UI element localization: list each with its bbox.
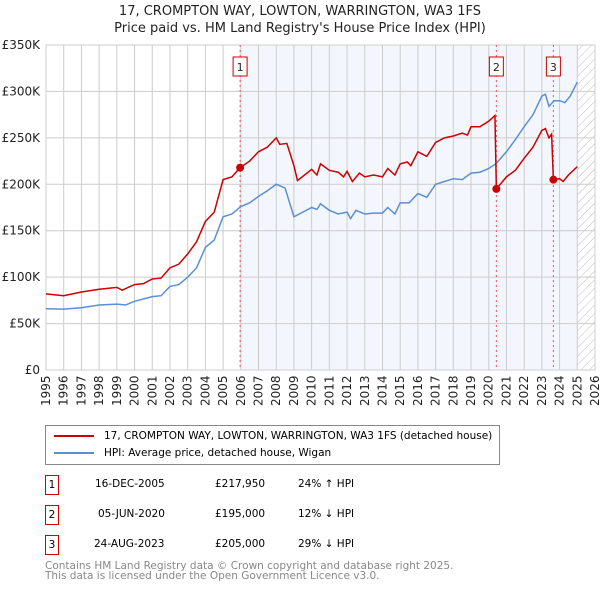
sale-hpi: 29% ↓ HPI (298, 538, 355, 550)
y-tick-label: £200K (2, 177, 42, 191)
x-tick-label: 2017 (429, 375, 443, 406)
legend-swatch-blue (54, 452, 94, 454)
y-tick-label: £0 (25, 363, 40, 377)
ownership-shade (240, 45, 578, 370)
sale-label: 2 (493, 61, 500, 74)
x-tick-label: 2009 (287, 375, 301, 406)
footer-line: This data is licensed under the Open Gov… (45, 570, 380, 582)
sale-row: 2 05-JUN-2020 £195,000 12% ↓ HPI (45, 505, 445, 525)
x-tick-label: 2002 (163, 375, 177, 406)
x-tick-label: 2019 (464, 375, 478, 406)
price-line (45, 113, 578, 297)
hpi-line (45, 81, 578, 310)
legend-label: 17, CROMPTON WAY, LOWTON, WARRINGTON, WA… (104, 430, 493, 442)
sale-date: 24-AUG-2023 (94, 538, 165, 550)
y-tick-label: £50K (9, 317, 41, 331)
x-tick-label: 1997 (74, 375, 88, 406)
x-tick-label: 2023 (535, 375, 549, 406)
x-tick-label: 2018 (446, 375, 460, 406)
legend-item-hpi: HPI: Average price, detached house, Wiga… (54, 447, 331, 459)
x-tick-label: 2011 (322, 375, 336, 406)
sale-badge: 1 (45, 475, 59, 495)
legend-swatch-red (54, 435, 94, 437)
chart-subtitle: Price paid vs. HM Land Registry's House … (114, 21, 486, 36)
x-tick-label: 2024 (553, 375, 567, 406)
x-tick-label: 1999 (110, 375, 124, 406)
x-tick-label: 2021 (499, 375, 513, 406)
legend-item-property: 17, CROMPTON WAY, LOWTON, WARRINGTON, WA… (54, 430, 492, 442)
y-tick-label: £300K (2, 84, 42, 98)
x-tick-label: 2007 (252, 375, 266, 406)
sale-price: £195,000 (215, 508, 266, 520)
y-tick-label: £150K (2, 224, 42, 238)
plot-area: 1995 1996 1997 1998 1999 2000 2001 2002 2003 2004… (2, 38, 600, 406)
sale-hpi: 12% ↓ HPI (298, 508, 355, 520)
sale-badge: 2 (45, 505, 59, 525)
x-tick-label: 2014 (375, 375, 389, 406)
sale-row: 3 24-AUG-2023 £205,000 29% ↓ HPI (45, 535, 445, 555)
x-tick-label: 2000 (128, 375, 142, 406)
sale-label: 3 (550, 61, 557, 74)
sale-label-box (545, 56, 561, 77)
x-tick-label: 1998 (92, 375, 106, 406)
footer: Contains HM Land Registry data © Crown c… (45, 560, 454, 582)
sale-point (549, 175, 558, 184)
x-tick-label: 2010 (305, 375, 319, 406)
x-tick-label: 2005 (216, 375, 230, 406)
x-tick-label: 2004 (198, 375, 212, 406)
sale-label-box (232, 56, 248, 77)
sale-date: 05-JUN-2020 (98, 508, 165, 520)
future-hatch (577, 45, 595, 370)
x-tick-label: 2016 (411, 375, 425, 406)
sale-row: 1 16-DEC-2005 £217,950 24% ↑ HPI (45, 475, 445, 495)
sale-label: 1 (237, 61, 244, 74)
y-tick-label: £100K (2, 270, 42, 284)
footer-line: Contains HM Land Registry data © Crown c… (45, 560, 454, 572)
sale-date: 16-DEC-2005 (95, 478, 165, 490)
sale-price: £217,950 (215, 478, 266, 490)
x-tick-label: 2015 (393, 375, 407, 406)
sale-label-box (488, 56, 504, 77)
sale-hpi: 24% ↑ HPI (298, 478, 355, 490)
x-tick-label: 1995 (39, 375, 53, 406)
sale-badge: 3 (45, 535, 59, 555)
legend-label: HPI: Average price, detached house, Wiga… (104, 447, 332, 459)
x-tick-label: 2026 (588, 375, 600, 406)
x-tick-label: 2003 (181, 375, 195, 406)
y-tick-label: £250K (2, 131, 42, 145)
x-tick-label: 2006 (234, 375, 248, 406)
x-tick-label: 2008 (269, 375, 283, 406)
x-tick-label: 2025 (570, 375, 584, 406)
x-tick-label: 1996 (57, 375, 71, 406)
x-tick-label: 2013 (358, 375, 372, 406)
x-tick-label: 2020 (482, 375, 496, 406)
legend: 17, CROMPTON WAY, LOWTON, WARRINGTON, WA… (45, 425, 500, 465)
sale-point (492, 184, 501, 193)
y-tick-label: £350K (2, 38, 42, 52)
x-tick-label: 2012 (340, 375, 354, 406)
chart-title: 17, CROMPTON WAY, LOWTON, WARRINGTON, WA… (118, 4, 482, 19)
x-tick-label: 2022 (517, 375, 531, 406)
plot-border (45, 44, 596, 371)
sale-price: £205,000 (215, 538, 266, 550)
x-tick-label: 2001 (145, 375, 159, 406)
sale-point (236, 163, 245, 172)
